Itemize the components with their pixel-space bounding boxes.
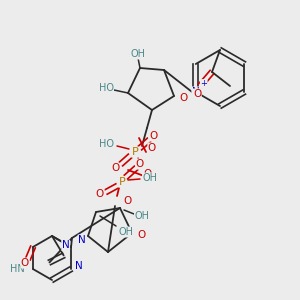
Text: N: N bbox=[75, 261, 83, 271]
Text: O: O bbox=[149, 131, 157, 141]
Text: P: P bbox=[118, 177, 125, 187]
Text: O: O bbox=[148, 143, 156, 153]
Text: O: O bbox=[136, 159, 144, 169]
Text: O: O bbox=[138, 230, 146, 240]
Text: HN: HN bbox=[10, 264, 25, 274]
Text: O: O bbox=[179, 93, 187, 103]
Text: O: O bbox=[21, 258, 29, 268]
Text: N: N bbox=[78, 235, 86, 245]
Text: +: + bbox=[200, 80, 207, 88]
Text: P: P bbox=[132, 147, 138, 157]
Text: HO: HO bbox=[100, 139, 115, 149]
Text: O: O bbox=[193, 89, 201, 99]
Text: N: N bbox=[192, 87, 200, 97]
Text: OH: OH bbox=[134, 211, 149, 221]
Text: O: O bbox=[144, 169, 152, 179]
Text: OH: OH bbox=[130, 49, 146, 59]
Text: OH: OH bbox=[142, 173, 158, 183]
Text: O: O bbox=[123, 196, 131, 206]
Text: N: N bbox=[62, 240, 70, 250]
Text: HO: HO bbox=[98, 83, 113, 93]
Text: OH: OH bbox=[118, 227, 134, 237]
Text: O: O bbox=[96, 189, 104, 199]
Text: O: O bbox=[111, 163, 119, 173]
